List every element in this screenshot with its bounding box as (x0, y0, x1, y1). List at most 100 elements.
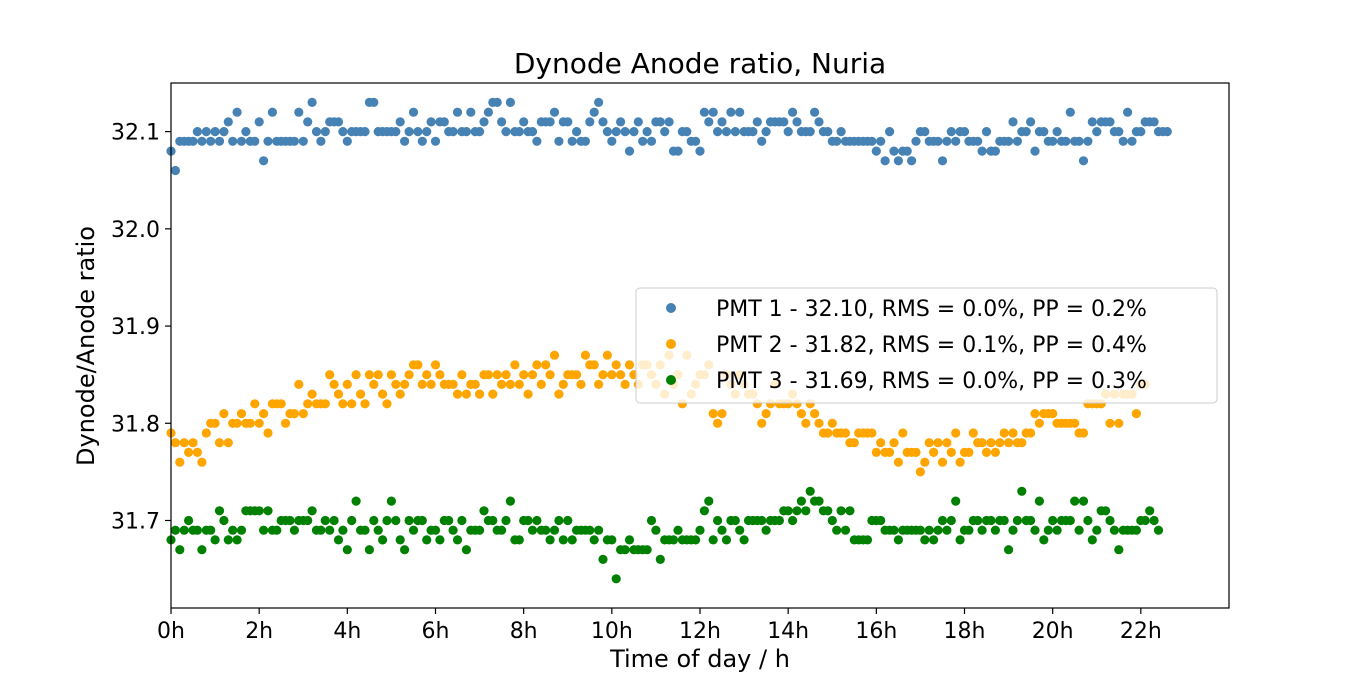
series-1-point (333, 117, 344, 127)
series-1-point (254, 117, 264, 127)
series-1-point (554, 136, 564, 146)
series-1-point (1074, 136, 1084, 146)
series-3-point (316, 525, 326, 535)
series-2-point (492, 370, 502, 380)
series-1-point (691, 136, 701, 146)
series-2-point (990, 447, 1001, 457)
series-2-point (1034, 418, 1044, 428)
series-2-point (325, 370, 335, 380)
series-2-point (1078, 428, 1089, 438)
series-1-point (1105, 117, 1115, 127)
series-1-point (572, 127, 582, 137)
series-2-point (867, 428, 877, 438)
series-3-point (369, 515, 379, 526)
series-1-point (695, 146, 705, 156)
x-tick-label: 6h (422, 619, 450, 644)
x-tick-label: 12h (679, 619, 721, 644)
series-2-point (598, 370, 608, 380)
series-1-point (880, 156, 890, 166)
series-2-point (827, 418, 837, 428)
series-3-point (457, 515, 467, 526)
series-2-point (572, 370, 582, 380)
series-3-point (422, 535, 432, 545)
series-3-point (1149, 515, 1159, 526)
series-1-point (1087, 117, 1097, 127)
series-2-point (281, 418, 291, 428)
series-3-point (805, 486, 815, 496)
series-2-point (435, 370, 445, 380)
x-tick-label: 14h (767, 619, 809, 644)
series-2-point (497, 379, 507, 389)
series-3-point (461, 545, 471, 555)
series-3-point (986, 515, 996, 526)
series-2-point (541, 360, 551, 370)
series-2-point (1017, 438, 1027, 448)
legend-label-2: PMT 2 - 31.82, RMS = 0.1%, PP = 0.4% (716, 333, 1147, 358)
series-3-point (1030, 525, 1040, 535)
series-1-point (294, 107, 304, 117)
series-3-point (523, 515, 533, 526)
series-3-point (325, 525, 335, 535)
series-1-point (1118, 136, 1128, 146)
series-1-point (395, 117, 405, 127)
series-2-point (986, 438, 996, 448)
series-3-point (1026, 515, 1036, 526)
series-2-point (369, 379, 379, 389)
series-1-point (514, 127, 524, 137)
series-1-point (303, 117, 313, 127)
series-3-point (497, 525, 507, 535)
series-2-point (840, 428, 851, 438)
series-3-point (990, 525, 1001, 535)
series-2-point (549, 350, 560, 360)
series-3-point (942, 525, 952, 535)
series-2-point (929, 447, 939, 457)
series-2-point (223, 438, 233, 448)
series-1-point (289, 136, 299, 146)
series-2-point (708, 409, 718, 419)
series-1-point (452, 107, 463, 117)
series-1-point (779, 117, 789, 127)
series-2-point (876, 438, 886, 448)
series-1-point (836, 127, 846, 137)
legend-marker-1 (666, 303, 676, 313)
series-2-point (338, 399, 348, 409)
series-2-point (951, 428, 961, 438)
series-2-point (955, 457, 965, 467)
series-3-point (430, 525, 441, 535)
series-2-point (514, 379, 524, 389)
x-tick-label: 20h (1032, 619, 1074, 644)
series-1-point (1026, 117, 1036, 127)
series-3-point (1004, 545, 1014, 555)
series-2-point (893, 457, 904, 467)
series-2-point (981, 447, 992, 457)
series-3-point (946, 515, 956, 526)
series-2-point (999, 428, 1009, 438)
series-3-point (360, 525, 370, 535)
series-1-point (981, 127, 992, 137)
series-2-point (232, 418, 242, 428)
series-3-point (1131, 525, 1141, 535)
series-1-point (607, 136, 617, 146)
series-2-point (1008, 428, 1018, 438)
series-3-point (717, 525, 727, 535)
series-3-point (585, 525, 595, 535)
series-1-point (907, 156, 917, 166)
series-3-point (475, 525, 485, 535)
series-2-point (356, 389, 366, 399)
series-1-point (430, 136, 441, 146)
x-tick-label: 0h (157, 619, 185, 644)
series-2-point (607, 370, 617, 380)
series-1-point (338, 127, 348, 137)
series-2-point (977, 438, 987, 448)
series-2-point (179, 438, 189, 448)
series-1-point (580, 136, 591, 146)
series-1-point (713, 127, 723, 137)
series-1-point (810, 107, 820, 117)
series-3-point (223, 535, 233, 545)
series-2-point (801, 418, 811, 428)
series-1-point (761, 127, 771, 137)
series-2-point (448, 379, 458, 389)
series-3-point (876, 515, 886, 526)
series-3-point (303, 515, 313, 526)
series-1-point (400, 136, 410, 146)
